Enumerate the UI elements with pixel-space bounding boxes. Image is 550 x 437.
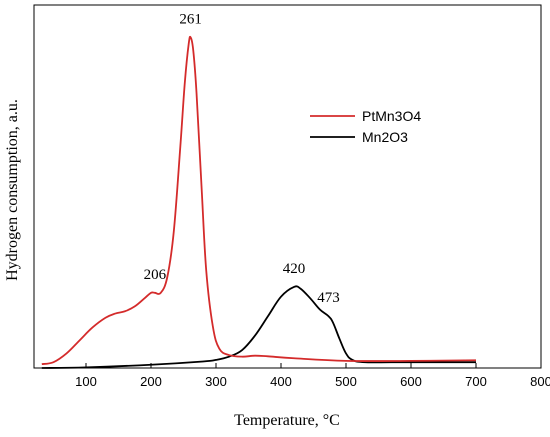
x-tick-label: 700: [465, 374, 487, 389]
x-tick-label: 300: [205, 374, 227, 389]
series-line-ptmn3o4: [41, 35, 477, 366]
peak-label: 206: [144, 267, 167, 283]
x-tick-label: 600: [400, 374, 422, 389]
x-tick-label: 400: [270, 374, 292, 389]
x-axis-title: Temperature, °C: [234, 412, 340, 429]
series-line-mn2o3: [41, 285, 476, 369]
peak-label: 261: [179, 11, 202, 27]
x-tick-label: 800: [530, 374, 550, 389]
legend-label-mn2o3: Mn2O3: [362, 129, 408, 145]
peak-annotations: 261 206 420 473: [144, 11, 340, 306]
series-layer: [41, 35, 477, 369]
x-tick-label: 200: [140, 374, 162, 389]
plot-frame: [33, 4, 542, 369]
peak-label: 473: [317, 290, 340, 306]
x-axis-ticks: 100 200 300 400 500 600 700 800: [75, 363, 550, 389]
x-tick-label: 100: [75, 374, 97, 389]
x-tick-label: 500: [335, 374, 357, 389]
legend: PtMn3O4 Mn2O3: [310, 108, 421, 145]
peak-label: 420: [283, 261, 306, 277]
legend-label-ptmn3o4: PtMn3O4: [362, 108, 421, 124]
y-axis-title: Hydrogen consumption, a.u.: [4, 99, 21, 281]
